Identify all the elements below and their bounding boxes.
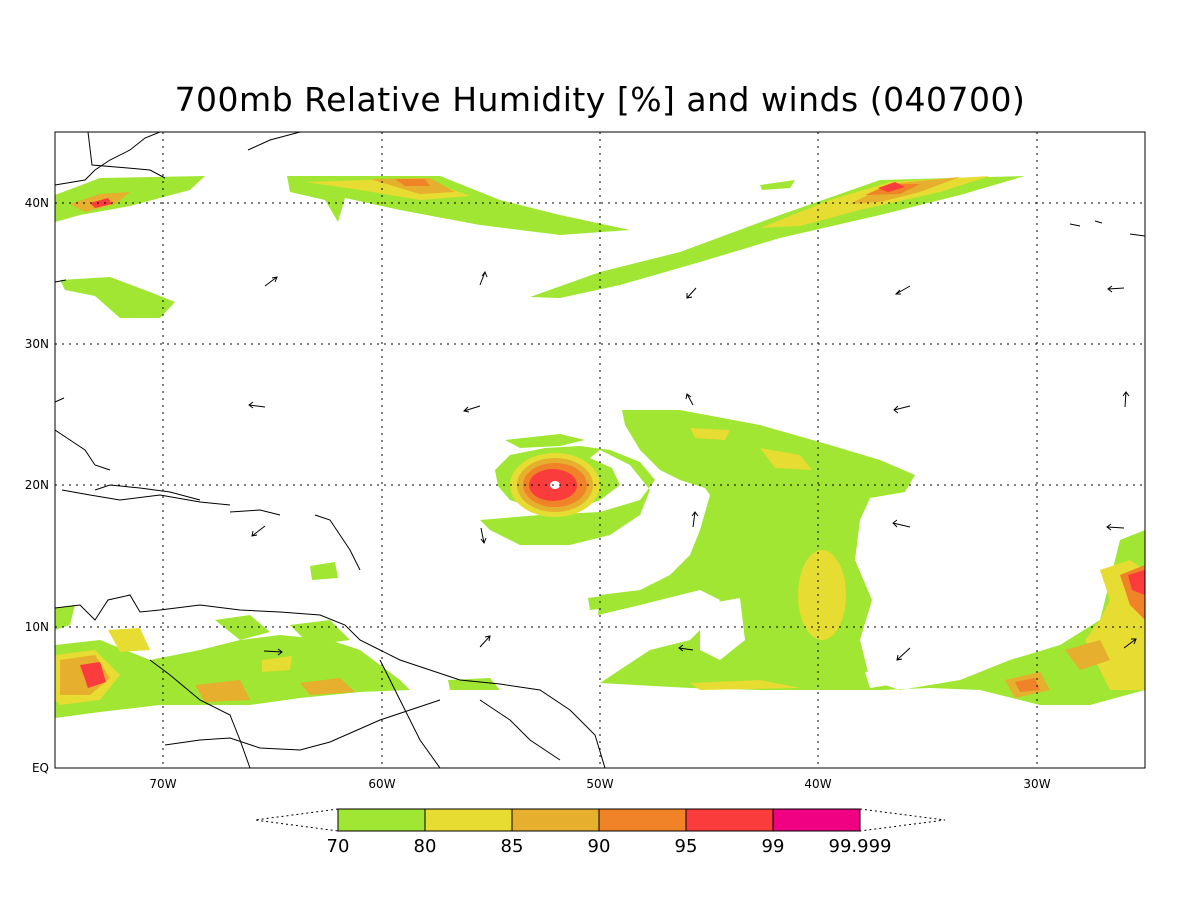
colorbar-bin — [685, 808, 774, 832]
wind-arrow — [54, 279, 67, 283]
colorbar-label: 95 — [675, 836, 698, 857]
lat-tick-label: EQ — [32, 761, 49, 775]
wind-arrow — [54, 397, 65, 403]
colorbar-label: 85 — [501, 836, 524, 857]
lon-tick-label: 50W — [586, 777, 613, 791]
lat-tick-label: 10N — [25, 620, 49, 634]
humidity-shading — [55, 176, 1145, 718]
colorbar-bin — [598, 808, 687, 832]
wind-arrow — [263, 648, 283, 656]
colorbar: 70 80 85 90 95 99 99.999 — [254, 808, 946, 857]
colorbar-label: 99.999 — [829, 836, 892, 857]
wind-arrow — [892, 519, 911, 528]
rh-area-nw-band — [55, 176, 205, 222]
colorbar-bin — [424, 808, 513, 832]
lon-tick-label: 70W — [149, 777, 176, 791]
wind-arrow — [462, 405, 481, 413]
wind-arrow — [479, 635, 491, 648]
wind-arrow — [251, 525, 266, 537]
colorbar-label: 90 — [588, 836, 611, 857]
colorbar-bin — [772, 808, 861, 832]
rh-area-caribbean — [55, 635, 410, 718]
colorbar-right-triangle — [859, 808, 946, 832]
map-frame — [54, 131, 1146, 769]
wind-arrow — [479, 270, 488, 286]
wind-arrow — [1123, 638, 1137, 649]
rh-area-ne-band — [530, 176, 1025, 298]
lat-tick-label: 30N — [25, 337, 49, 351]
colorbar-label: 70 — [327, 836, 350, 857]
colorbar-bin — [511, 808, 600, 832]
wind-arrow — [678, 644, 694, 652]
wind-arrow — [1106, 523, 1125, 531]
wind-arrow — [1107, 285, 1125, 293]
wind-arrow — [691, 511, 699, 528]
lon-tick-label: 40W — [804, 777, 831, 791]
lon-tick-label: 60W — [368, 777, 395, 791]
wind-arrow — [685, 393, 694, 406]
lat-tick-label: 20N — [25, 478, 49, 492]
wind-arrow — [480, 527, 487, 545]
wind-vectors — [54, 270, 1137, 661]
wind-arrow — [248, 401, 266, 409]
rh-area-central-east — [598, 410, 1145, 705]
map-title: 700mb Relative Humidity [%] and winds (0… — [174, 80, 1026, 119]
axis-labels: 70W 60W 50W 40W 30W 40N 30N 20N 10N EQ — [25, 196, 1051, 791]
wind-arrow — [264, 276, 278, 287]
wind-arrow — [893, 405, 911, 414]
lat-lon-grid — [55, 132, 1145, 768]
lon-tick-label: 30W — [1023, 777, 1050, 791]
wind-arrow — [896, 647, 911, 661]
lat-tick-label: 40N — [25, 196, 49, 210]
wind-arrow — [686, 287, 697, 299]
wind-arrow — [1122, 391, 1130, 408]
rh-area-bermuda — [60, 277, 175, 318]
coastlines — [55, 132, 1145, 768]
colorbar-left-triangle — [254, 808, 339, 832]
wind-arrow — [894, 285, 911, 295]
colorbar-bin — [337, 808, 426, 832]
colorbar-label: 80 — [414, 836, 437, 857]
colorbar-label: 99 — [762, 836, 785, 857]
